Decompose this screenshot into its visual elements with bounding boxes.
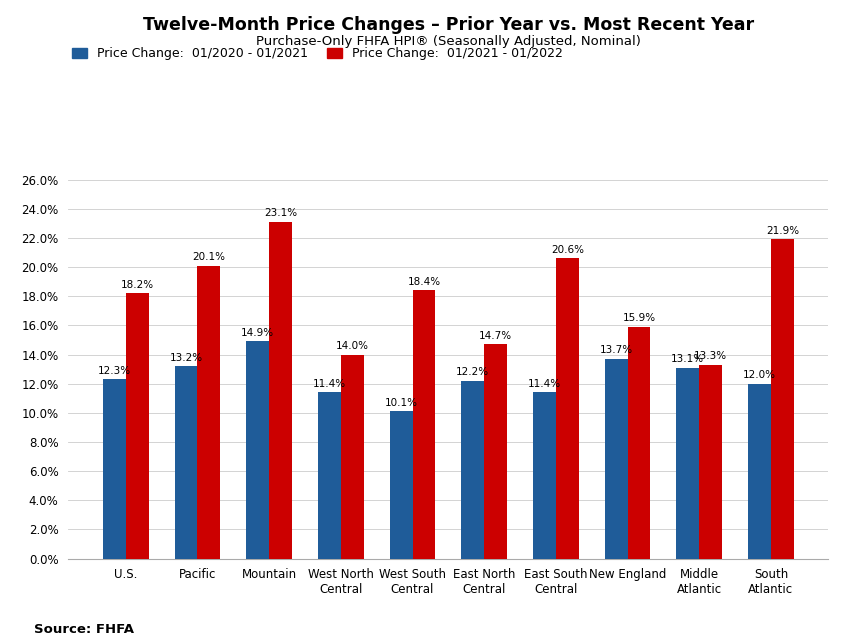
Text: 18.4%: 18.4% — [407, 277, 440, 287]
Text: 20.1%: 20.1% — [192, 252, 225, 262]
Bar — [174, 366, 197, 559]
Bar — [604, 359, 627, 559]
Bar — [461, 381, 484, 559]
Bar — [389, 412, 412, 559]
Text: 12.3%: 12.3% — [97, 366, 131, 376]
Bar — [484, 344, 507, 559]
Text: 13.1%: 13.1% — [670, 354, 704, 364]
Text: 23.1%: 23.1% — [264, 209, 297, 218]
Legend: Price Change:  01/2020 - 01/2021, Price Change:  01/2021 - 01/2022: Price Change: 01/2020 - 01/2021, Price C… — [67, 42, 567, 65]
Bar — [770, 239, 793, 559]
Bar — [197, 266, 220, 559]
Text: Purchase-Only FHFA HPI® (Seasonally Adjusted, Nominal): Purchase-Only FHFA HPI® (Seasonally Adju… — [256, 35, 640, 48]
Text: 12.0%: 12.0% — [742, 370, 775, 380]
Bar — [246, 342, 269, 559]
Text: 13.2%: 13.2% — [169, 352, 202, 363]
Bar — [125, 293, 148, 559]
Text: 13.7%: 13.7% — [599, 345, 632, 355]
Text: 18.2%: 18.2% — [120, 280, 154, 290]
Text: 10.1%: 10.1% — [384, 398, 417, 408]
Text: 20.6%: 20.6% — [550, 245, 583, 255]
Bar — [412, 290, 435, 559]
Text: 21.9%: 21.9% — [765, 226, 798, 236]
Bar — [676, 368, 699, 559]
Text: 14.7%: 14.7% — [479, 331, 512, 341]
Text: 11.4%: 11.4% — [312, 379, 345, 389]
Bar — [317, 392, 340, 559]
Bar — [532, 392, 555, 559]
Bar — [340, 354, 363, 559]
Bar — [699, 365, 722, 559]
Bar — [555, 259, 578, 559]
Text: Twelve-Month Price Changes – Prior Year vs. Most Recent Year: Twelve-Month Price Changes – Prior Year … — [142, 16, 753, 34]
Bar — [269, 222, 292, 559]
Text: 13.3%: 13.3% — [693, 351, 727, 361]
Text: 11.4%: 11.4% — [527, 379, 560, 389]
Text: Source: FHFA: Source: FHFA — [34, 623, 134, 636]
Text: 14.9%: 14.9% — [241, 328, 274, 338]
Bar — [102, 379, 125, 559]
Bar — [627, 327, 650, 559]
Text: 12.2%: 12.2% — [456, 367, 489, 377]
Text: 15.9%: 15.9% — [622, 313, 655, 324]
Bar — [747, 384, 770, 559]
Text: 14.0%: 14.0% — [335, 341, 368, 351]
